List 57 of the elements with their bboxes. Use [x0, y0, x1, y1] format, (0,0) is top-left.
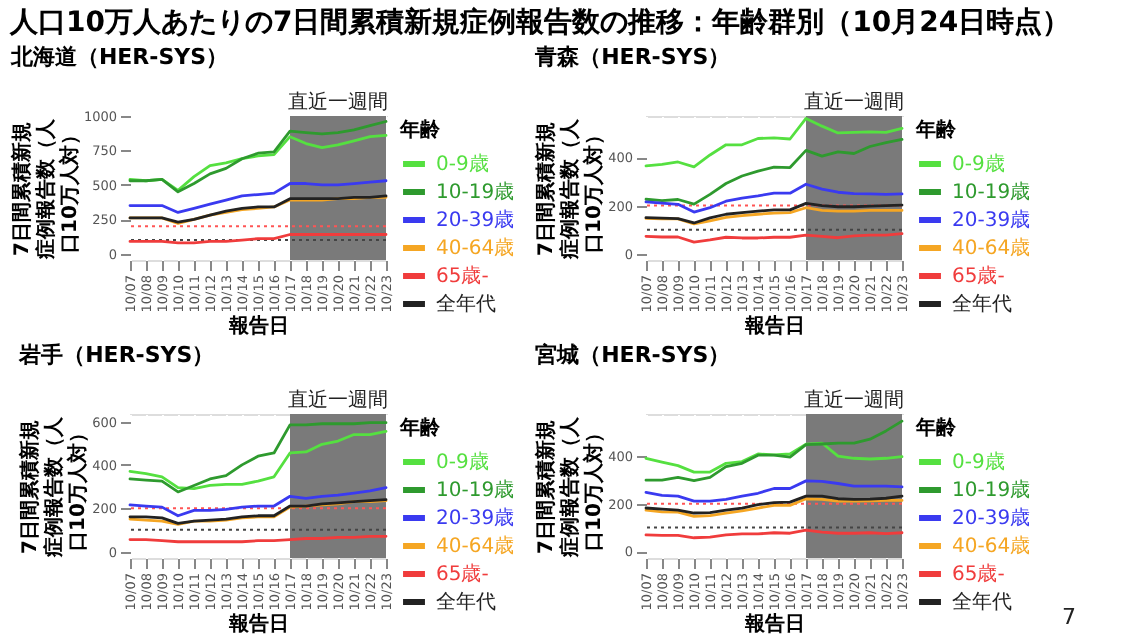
line-series	[644, 182, 904, 214]
legend-title: 年齢	[914, 118, 958, 142]
line-series	[128, 133, 388, 192]
text: 7	[1062, 604, 1076, 630]
legend-title: 年齢	[914, 416, 958, 440]
legend-label: 40-64歳	[436, 236, 515, 260]
text: 人口10万人あたりの7日間累積新規症例報告数の推移：年齢群別（10月24日時点）	[7, 5, 1071, 39]
legend-label: 65歳-	[436, 264, 490, 288]
line-series	[644, 117, 904, 169]
line-series	[128, 179, 388, 214]
legend-label: 65歳-	[436, 562, 490, 586]
legend-label: 0-9歳	[436, 152, 489, 176]
band-label: 直近一週間	[804, 388, 904, 412]
y-axis-title: 7日間累積新規症例報告数（人口10万人対）	[9, 117, 82, 261]
legend-label: 全年代	[952, 292, 1012, 316]
y-axis-title: 7日間累積新規症例報告数（人口10万人対）	[534, 117, 607, 261]
x-axis-title: 報告日	[743, 612, 805, 637]
legend-label: 10-19歳	[436, 180, 515, 204]
legend-label: 65歳-	[952, 264, 1006, 288]
line-series	[128, 486, 388, 518]
legend-label: 10-19歳	[952, 180, 1031, 204]
text: 20-39歳	[952, 506, 1031, 530]
line-series	[644, 419, 904, 483]
chart-title: 北海道（HER-SYS）	[8, 44, 229, 70]
legend-label: 40-64歳	[436, 534, 515, 558]
legend-label: 全年代	[436, 590, 496, 614]
legend-label: 全年代	[436, 292, 496, 316]
legend-label: 65歳-	[952, 562, 1006, 586]
legend-title: 年齢	[398, 416, 442, 440]
text: 0-9歳	[436, 450, 489, 474]
band-label: 直近一週間	[288, 90, 388, 114]
x-axis-title: 報告日	[227, 314, 289, 339]
chart-title: 宮城（HER-SYS）	[535, 342, 731, 368]
chart-title: 青森（HER-SYS）	[533, 44, 731, 70]
line-series	[644, 201, 904, 225]
legend-label: 40-64歳	[952, 236, 1031, 260]
x-axis-title: 報告日	[227, 612, 289, 637]
legend-label: 20-39歳	[952, 208, 1031, 232]
x-axis-title: 報告日	[743, 314, 805, 339]
line-series	[644, 138, 904, 206]
band-label: 直近一週間	[804, 90, 904, 114]
text: 10-19歳	[436, 478, 515, 502]
y-axis-title: 7日間累積新規症例報告数（人口10万人対）	[534, 415, 607, 559]
legend-label: 40-64歳	[952, 534, 1031, 558]
text: 20-39歳	[436, 506, 515, 530]
legend-label: 0-9歳	[952, 152, 1005, 176]
legend-label: 20-39歳	[436, 208, 515, 232]
chart-title: 岩手（HER-SYS）	[17, 342, 215, 368]
line-series	[644, 206, 904, 226]
line-series	[644, 441, 904, 474]
legend-label: 全年代	[952, 590, 1012, 614]
text: 0-9歳	[952, 450, 1005, 474]
text: 10-19歳	[952, 478, 1031, 502]
legend-title: 年齢	[398, 118, 442, 142]
line-series	[644, 479, 904, 503]
y-axis-title: 7日間累積新規症例報告数（人口10万人対）	[18, 415, 91, 559]
band-label: 直近一週間	[288, 388, 388, 412]
